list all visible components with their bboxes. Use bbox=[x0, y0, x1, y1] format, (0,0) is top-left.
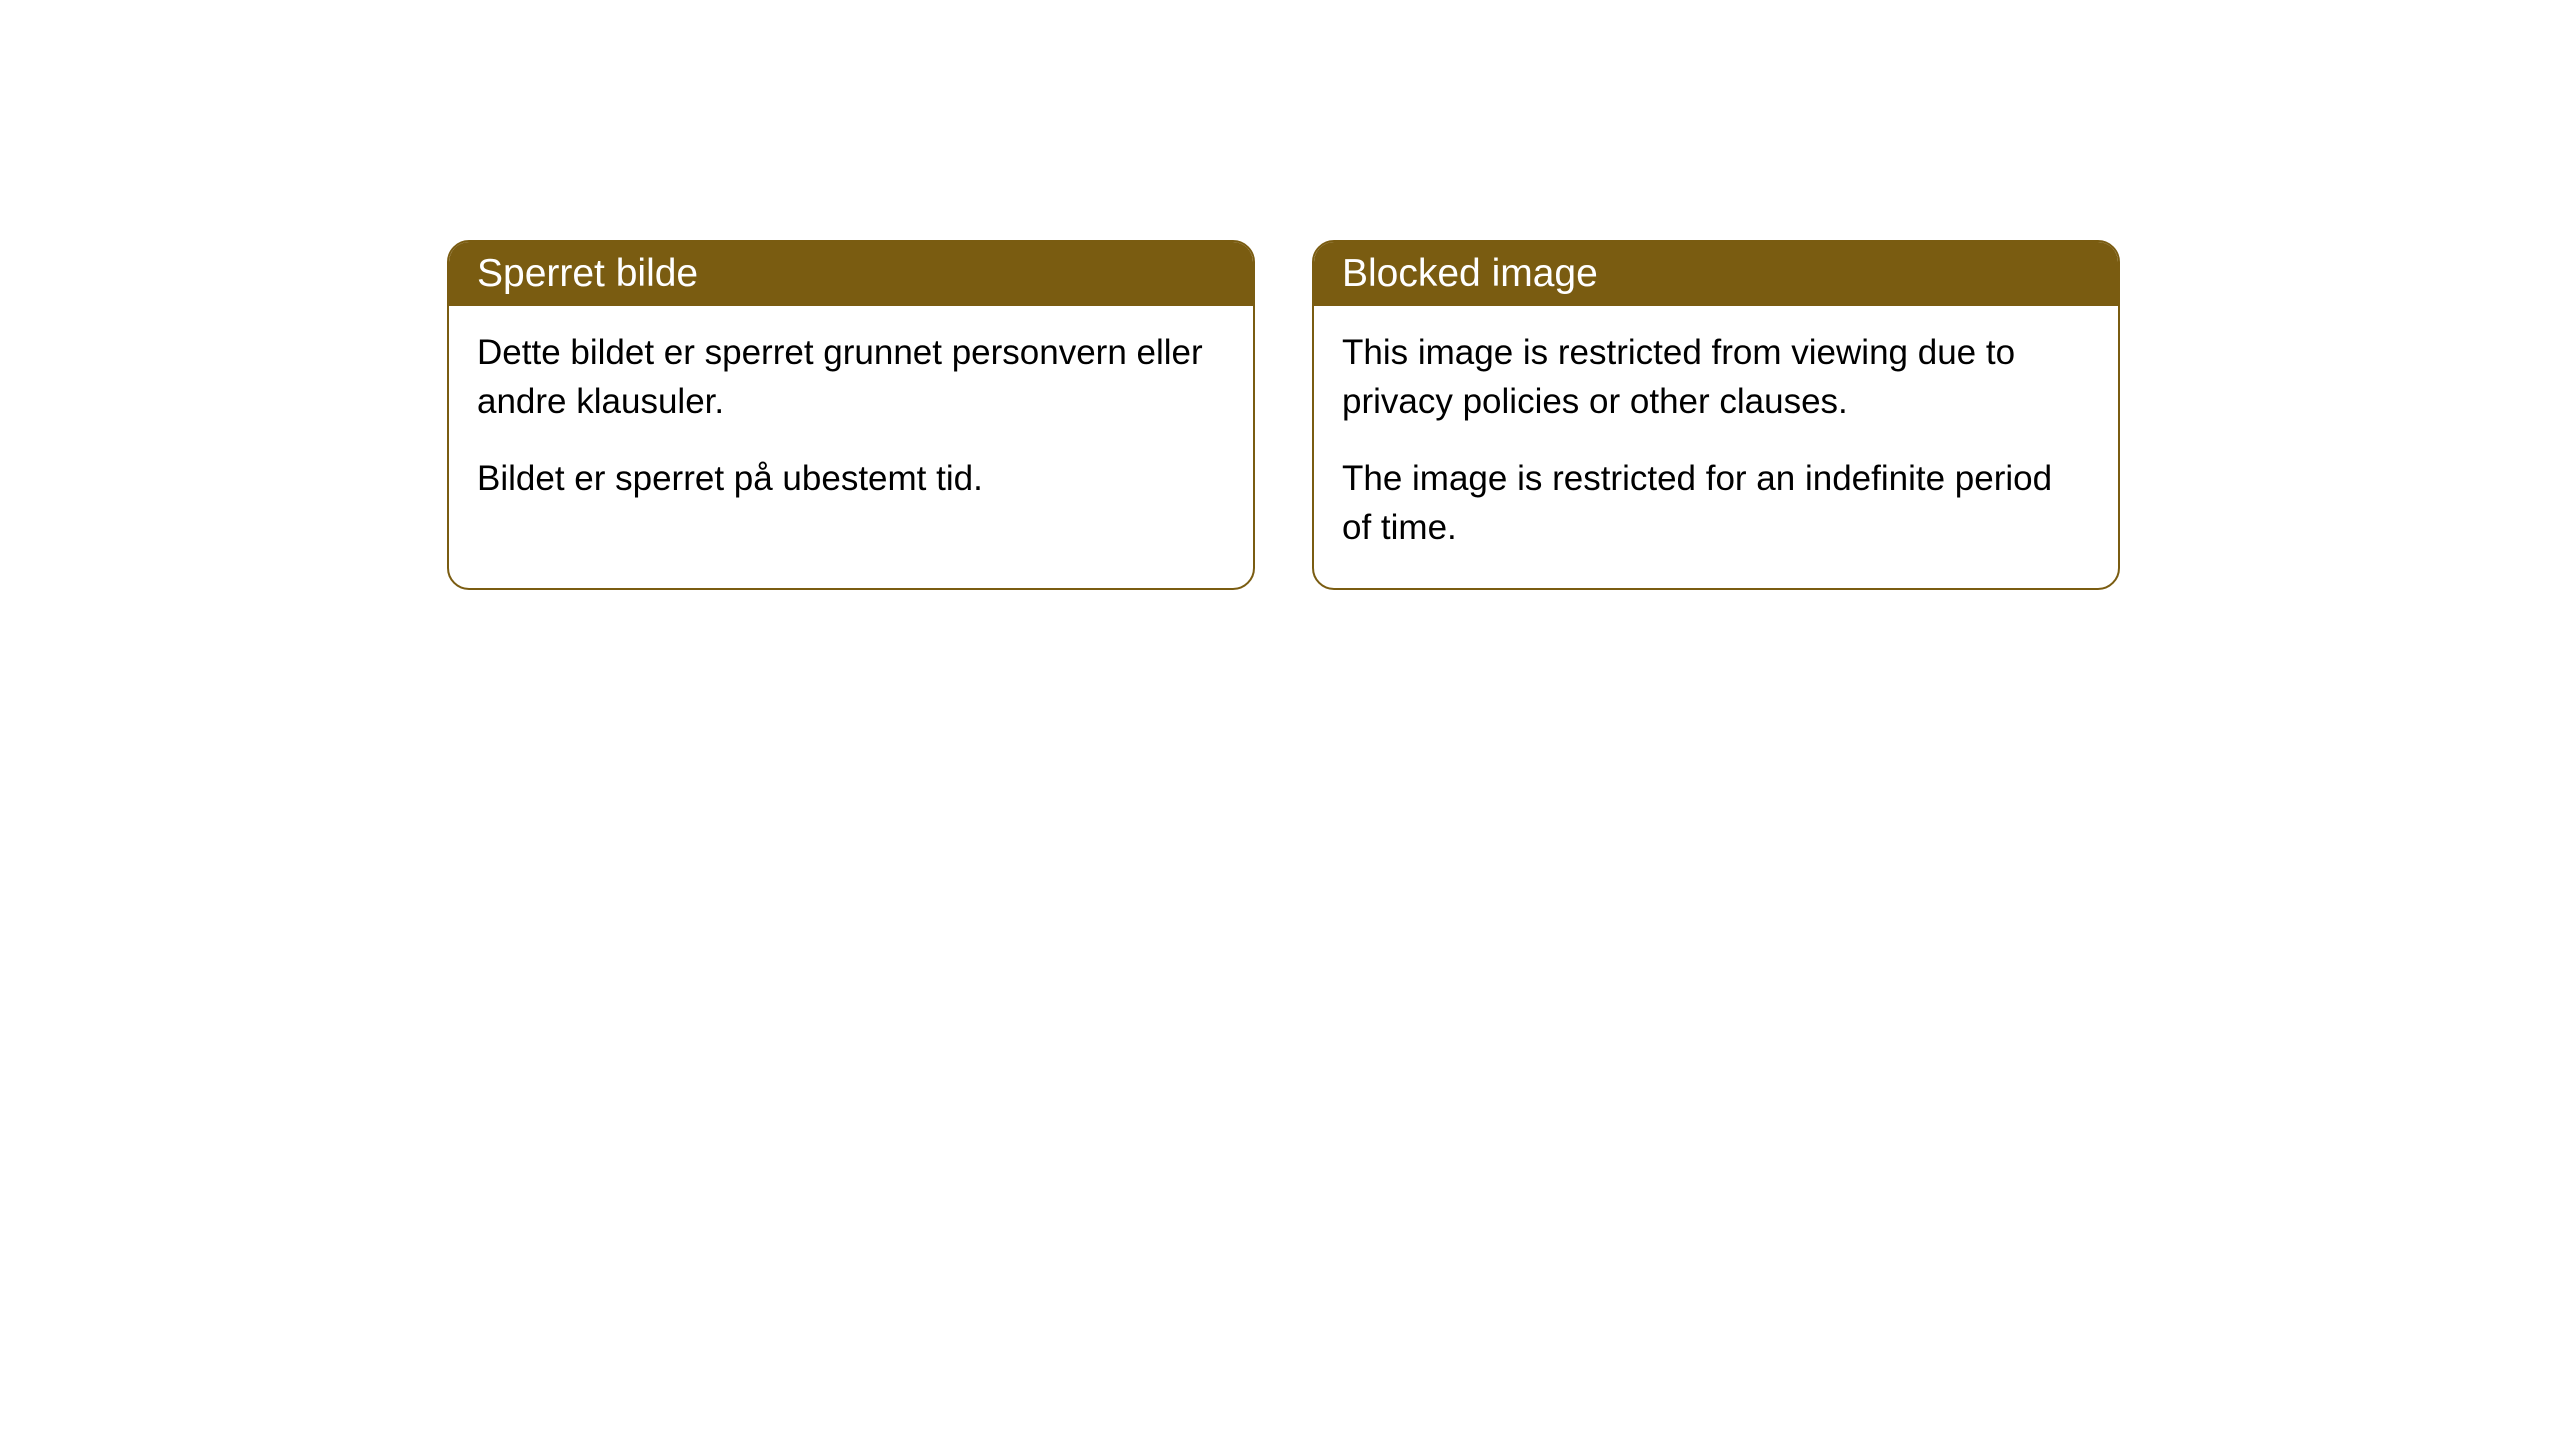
card-paragraph: Bildet er sperret på ubestemt tid. bbox=[477, 454, 1225, 503]
card-title: Blocked image bbox=[1342, 252, 1598, 295]
card-paragraph: Dette bildet er sperret grunnet personve… bbox=[477, 328, 1225, 426]
card-header: Sperret bilde bbox=[449, 242, 1253, 306]
card-header: Blocked image bbox=[1314, 242, 2118, 306]
card-paragraph: This image is restricted from viewing du… bbox=[1342, 328, 2090, 426]
blocked-image-card-english: Blocked image This image is restricted f… bbox=[1312, 240, 2120, 590]
notice-cards-container: Sperret bilde Dette bildet er sperret gr… bbox=[447, 240, 2120, 590]
card-title: Sperret bilde bbox=[477, 252, 698, 295]
blocked-image-card-norwegian: Sperret bilde Dette bildet er sperret gr… bbox=[447, 240, 1255, 590]
card-body: This image is restricted from viewing du… bbox=[1314, 306, 2118, 588]
card-body: Dette bildet er sperret grunnet personve… bbox=[449, 306, 1253, 539]
card-paragraph: The image is restricted for an indefinit… bbox=[1342, 454, 2090, 552]
